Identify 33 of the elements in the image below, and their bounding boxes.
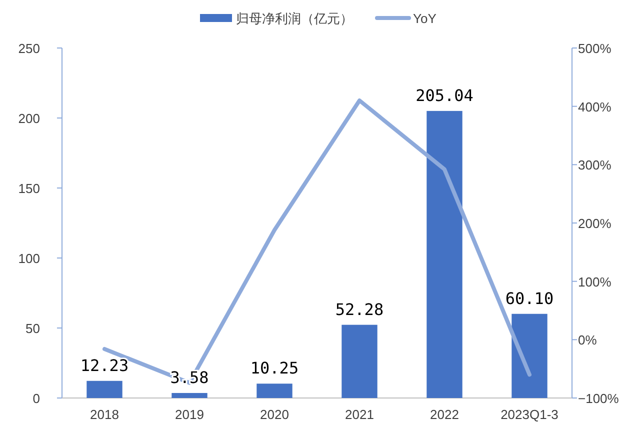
legend-label: 归母净利润（亿元） [236, 11, 353, 26]
x-tick-label: 2019 [175, 407, 204, 422]
bar [86, 380, 122, 398]
y-tick-label: 200 [18, 111, 40, 126]
bar [342, 324, 378, 398]
data-label: 205.04 [416, 86, 474, 105]
x-tick-label: 2020 [260, 407, 289, 422]
bar [172, 392, 208, 398]
legend-label: YoY [413, 11, 437, 26]
data-label: 12.23 [80, 356, 129, 375]
y2-tick-label: 400% [578, 99, 612, 114]
bar [512, 314, 548, 398]
y2-tick-label: 100% [578, 274, 612, 290]
data-label: 60.10 [505, 288, 554, 308]
y2-tick-label: −100% [578, 391, 620, 406]
data-label: 52.28 [335, 300, 384, 319]
y-tick-label: 0 [32, 391, 40, 406]
y-tick-label: 150 [18, 181, 40, 196]
y2-tick-label: 0% [578, 332, 598, 348]
y2-tick-label: 200% [578, 216, 612, 231]
y-tick-label: 250 [18, 41, 40, 56]
x-tick-label: 2023Q1-3 [500, 407, 558, 422]
data-label: 3.58 [170, 368, 209, 387]
y2-tick-label: 300% [578, 158, 612, 173]
bar [426, 110, 462, 398]
y-tick-label: 100 [18, 251, 40, 266]
x-tick-label: 2018 [90, 407, 119, 422]
bar [256, 384, 292, 398]
data-label: 10.25 [250, 358, 299, 378]
x-tick-label: 2022 [430, 407, 459, 422]
x-tick-label: 2021 [345, 407, 374, 422]
y2-tick-label: 500% [578, 41, 612, 56]
y-tick-label: 50 [26, 321, 40, 336]
